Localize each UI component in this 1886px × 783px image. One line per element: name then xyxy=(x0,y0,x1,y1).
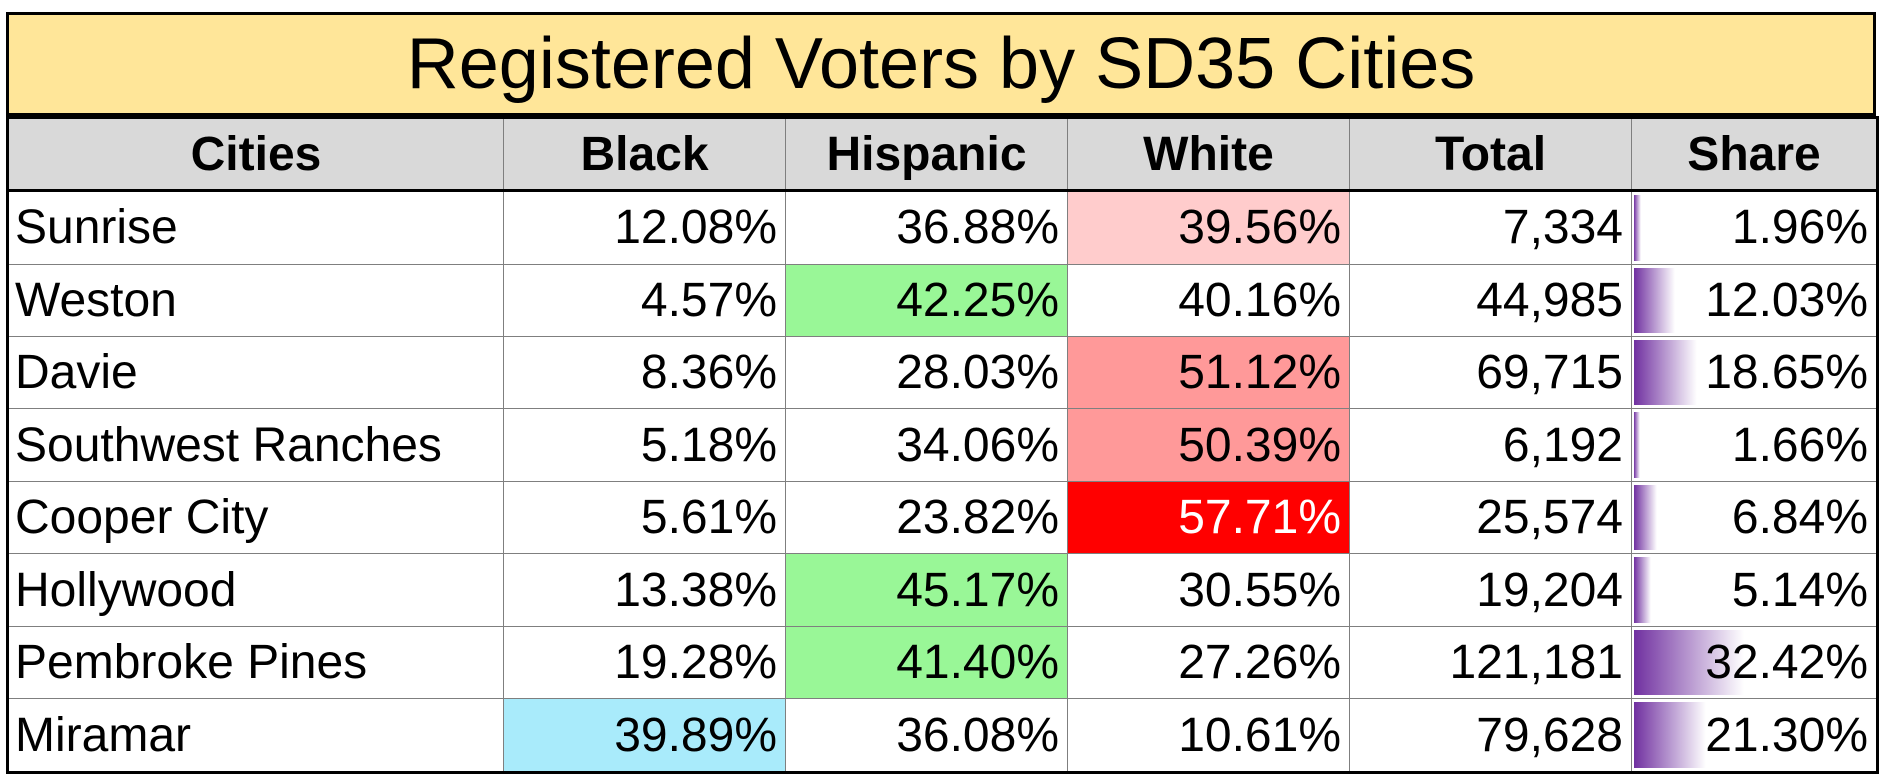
cell-total: 121,181 xyxy=(1349,625,1632,700)
cell-black: 39.89% xyxy=(503,698,786,773)
cell-city: Miramar xyxy=(7,698,504,773)
cell-total: 69,715 xyxy=(1349,335,1632,410)
share-value: 21.30% xyxy=(1705,708,1868,762)
cell-white: 40.16% xyxy=(1067,263,1350,337)
share-databar xyxy=(1634,702,1707,768)
cell-black: 8.36% xyxy=(503,335,786,410)
cell-white: 51.12% xyxy=(1067,335,1350,410)
share-databar xyxy=(1634,339,1698,406)
cell-black: 4.57% xyxy=(503,263,786,337)
table-body: Sunrise 12.08% 36.88% 39.56% 7,334 1.96% Westo… xyxy=(7,190,1878,773)
cell-black: 19.28% xyxy=(503,625,786,700)
cell-black: 5.18% xyxy=(503,408,786,482)
cell-share: 1.66% xyxy=(1631,408,1878,482)
cell-city: Pembroke Pines xyxy=(7,625,504,700)
cell-white: 10.61% xyxy=(1067,698,1350,773)
cell-hispanic: 28.03% xyxy=(785,335,1068,410)
cell-hispanic: 36.88% xyxy=(785,190,1068,265)
header-row: Cities Black Hispanic White Total Share xyxy=(7,117,1878,192)
cell-hispanic: 42.25% xyxy=(785,263,1068,337)
share-value: 5.14% xyxy=(1731,563,1868,617)
table-row: Sunrise 12.08% 36.88% 39.56% 7,334 1.96% xyxy=(7,190,1878,265)
table-row: Cooper City 5.61% 23.82% 57.71% 25,574 6.84% xyxy=(7,480,1878,555)
share-databar xyxy=(1634,629,1744,696)
cell-total: 44,985 xyxy=(1349,263,1632,337)
cell-white: 30.55% xyxy=(1067,553,1350,627)
cell-total: 7,334 xyxy=(1349,190,1632,265)
share-value: 12.03% xyxy=(1705,273,1868,327)
share-value: 32.42% xyxy=(1705,636,1868,690)
share-databar xyxy=(1634,267,1675,333)
table-row: Hollywood 13.38% 45.17% 30.55% 19,204 5.14% xyxy=(7,553,1878,627)
voters-table: Registered Voters by SD35 Cities Cities … xyxy=(6,12,1879,774)
share-value: 1.96% xyxy=(1731,201,1868,255)
cell-share: 21.30% xyxy=(1631,698,1878,773)
cell-black: 13.38% xyxy=(503,553,786,627)
cell-total: 19,204 xyxy=(1349,553,1632,627)
cell-hispanic: 23.82% xyxy=(785,480,1068,555)
table-row: Southwest Ranches 5.18% 34.06% 50.39% 6,192 1… xyxy=(7,408,1878,482)
cell-share: 6.84% xyxy=(1631,480,1878,555)
share-databar xyxy=(1634,557,1652,623)
share-databar xyxy=(1634,195,1641,261)
col-header-white: White xyxy=(1067,117,1350,192)
cell-hispanic: 36.08% xyxy=(785,698,1068,773)
cell-city: Davie xyxy=(7,335,504,410)
col-header-black: Black xyxy=(503,117,786,192)
share-value: 18.65% xyxy=(1705,346,1868,400)
share-databar xyxy=(1634,412,1640,478)
cell-share: 1.96% xyxy=(1631,190,1878,265)
cell-white: 50.39% xyxy=(1067,408,1350,482)
table-row: Weston 4.57% 42.25% 40.16% 44,985 12.03% xyxy=(7,263,1878,337)
share-databar xyxy=(1634,484,1658,551)
cell-share: 18.65% xyxy=(1631,335,1878,410)
cell-white: 27.26% xyxy=(1067,625,1350,700)
cell-city: Cooper City xyxy=(7,480,504,555)
cell-total: 6,192 xyxy=(1349,408,1632,482)
col-header-share: Share xyxy=(1631,117,1878,192)
cell-city: Southwest Ranches xyxy=(7,408,504,482)
cell-total: 25,574 xyxy=(1349,480,1632,555)
table-row: Davie 8.36% 28.03% 51.12% 69,715 18.65% xyxy=(7,335,1878,410)
col-header-cities: Cities xyxy=(7,117,504,192)
table-title: Registered Voters by SD35 Cities xyxy=(6,12,1876,116)
cell-share: 5.14% xyxy=(1631,553,1878,627)
share-value: 6.84% xyxy=(1731,491,1868,545)
cell-black: 12.08% xyxy=(503,190,786,265)
cell-share: 32.42% xyxy=(1631,625,1878,700)
table-row: Miramar 39.89% 36.08% 10.61% 79,628 21.30% xyxy=(7,698,1878,773)
data-table: Cities Black Hispanic White Total Share … xyxy=(6,116,1879,774)
share-value: 1.66% xyxy=(1731,418,1868,472)
cell-hispanic: 34.06% xyxy=(785,408,1068,482)
cell-city: Weston xyxy=(7,263,504,337)
cell-city: Hollywood xyxy=(7,553,504,627)
cell-share: 12.03% xyxy=(1631,263,1878,337)
col-header-hispanic: Hispanic xyxy=(785,117,1068,192)
col-header-total: Total xyxy=(1349,117,1632,192)
cell-white: 57.71% xyxy=(1067,480,1350,555)
table-row: Pembroke Pines 19.28% 41.40% 27.26% 121,181 3… xyxy=(7,625,1878,700)
cell-total: 79,628 xyxy=(1349,698,1632,773)
cell-hispanic: 45.17% xyxy=(785,553,1068,627)
cell-white: 39.56% xyxy=(1067,190,1350,265)
cell-hispanic: 41.40% xyxy=(785,625,1068,700)
cell-black: 5.61% xyxy=(503,480,786,555)
cell-city: Sunrise xyxy=(7,190,504,265)
